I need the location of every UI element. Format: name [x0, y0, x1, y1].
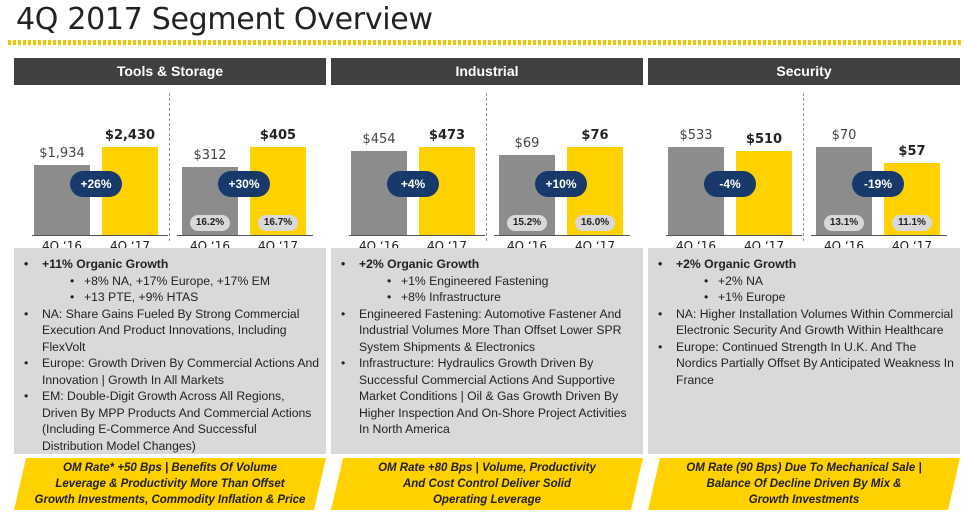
commentary-list: +2% Organic Growth+2% NA+1% EuropeNA: Hi…	[656, 256, 954, 388]
commentary-bullet: +2% NA	[656, 273, 954, 290]
commentary-bullet: +1% Engineered Fastening	[339, 273, 637, 290]
profit-baseline	[811, 235, 947, 236]
revenue-baseline	[666, 235, 802, 236]
revenue-growth-badge: +4%	[387, 171, 439, 197]
om-rate-line: Leverage & Productivity More Than Offset	[55, 478, 285, 490]
margin-badge: 11.1%	[892, 215, 932, 231]
margin-badge: 13.1%	[824, 215, 864, 231]
commentary-bullet: Engineered Fastening: Automotive Fastene…	[339, 306, 637, 356]
revenue-growth-badge: +26%	[70, 171, 122, 197]
profit-value-label: $405	[259, 128, 297, 143]
commentary-box: +11% Organic Growth+8% NA, +17% Europe, …	[14, 248, 326, 454]
profit-value-label: $57	[898, 144, 926, 160]
om-rate-line: And Cost Control Deliver Solid	[402, 478, 572, 490]
margin-badge: 16.7%	[258, 215, 298, 231]
commentary-bullet: +8% Infrastructure	[339, 289, 637, 306]
om-rate-callout: OM Rate +80 Bps | Volume, Productivity An…	[331, 458, 643, 510]
chart-divider	[803, 93, 804, 241]
om-rate-line: Operating Leverage	[432, 494, 541, 506]
segment-header: Industrial	[331, 58, 643, 85]
revenue-value-label: $2,430	[104, 128, 156, 143]
revenue-growth-badge: -4%	[704, 171, 756, 197]
segment-header: Tools & Storage	[14, 58, 326, 85]
profit-growth-badge: +30%	[218, 171, 270, 197]
commentary-bullet: +8% NA, +17% Europe, +17% EM	[22, 273, 320, 290]
chart-divider	[169, 93, 170, 241]
revenue-value-label: $510	[745, 131, 783, 147]
profit-value-label: $69	[514, 136, 540, 152]
om-rate-callout: OM Rate (90 Bps) Due To Mechanical Sale …	[648, 458, 960, 510]
commentary-bullet: +2% Organic Growth	[656, 256, 954, 273]
profit-baseline	[177, 235, 313, 236]
commentary-bullet: +2% Organic Growth	[339, 256, 637, 273]
commentary-bullet: +13 PTE, +9% HTAS	[22, 289, 320, 306]
commentary-box: +2% Organic Growth+2% NA+1% EuropeNA: Hi…	[648, 248, 960, 454]
commentary-box: +2% Organic Growth+1% Engineered Fasteni…	[331, 248, 643, 454]
profit-growth-badge: -19%	[852, 171, 904, 197]
profit-value-label: $76	[581, 128, 609, 143]
om-rate-line: Growth Investments	[748, 494, 860, 506]
commentary-bullet: Europe: Continued Strength In U.K. And T…	[656, 339, 954, 389]
om-rate-line: OM Rate* +50 Bps | Benefits Of Volume	[63, 462, 277, 474]
title-rule	[8, 40, 962, 45]
revenue-baseline	[32, 235, 168, 236]
margin-badge: 16.2%	[190, 215, 230, 231]
commentary-bullet: +1% Europe	[656, 289, 954, 306]
margin-badge: 16.0%	[575, 215, 615, 231]
revenue-value-label: $533	[679, 128, 713, 143]
om-rate-line: Balance Of Decline Driven By Mix &	[706, 478, 902, 490]
profit-value-label: $70	[831, 128, 857, 143]
revenue-value-label: $454	[362, 131, 396, 147]
om-rate-callout: OM Rate* +50 Bps | Benefits Of Volume Lev…	[14, 458, 326, 510]
om-rate-line: Growth Investments, Commodity Inflation …	[34, 494, 306, 506]
commentary-bullet: Europe: Growth Driven By Commercial Acti…	[22, 355, 320, 388]
profit-value-label: $312	[193, 148, 227, 164]
commentary-bullet: NA: Share Gains Fueled By Strong Commerc…	[22, 306, 320, 356]
revenue-value-label: $1,934	[39, 145, 85, 161]
segment-header: Security	[648, 58, 960, 85]
revenue-value-label: $473	[428, 128, 466, 143]
om-rate-line: OM Rate +80 Bps | Volume, Productivity	[378, 462, 596, 474]
margin-badge: 15.2%	[507, 215, 547, 231]
revenue-baseline	[349, 235, 485, 236]
profit-baseline	[494, 235, 630, 236]
commentary-list: +2% Organic Growth+1% Engineered Fasteni…	[339, 256, 637, 438]
commentary-bullet: NA: Higher Installation Volumes Within C…	[656, 306, 954, 339]
commentary-bullet: EM: Double-Digit Growth Across All Regio…	[22, 388, 320, 454]
chart-divider	[486, 93, 487, 241]
commentary-bullet: Infrastructure: Hydraulics Growth Driven…	[339, 355, 637, 438]
om-rate-line: OM Rate (90 Bps) Due To Mechanical Sale …	[686, 462, 922, 474]
commentary-list: +11% Organic Growth+8% NA, +17% Europe, …	[22, 256, 320, 454]
page-title: 4Q 2017 Segment Overview	[16, 2, 433, 37]
commentary-bullet: +11% Organic Growth	[22, 256, 320, 273]
profit-growth-badge: +10%	[535, 171, 587, 197]
